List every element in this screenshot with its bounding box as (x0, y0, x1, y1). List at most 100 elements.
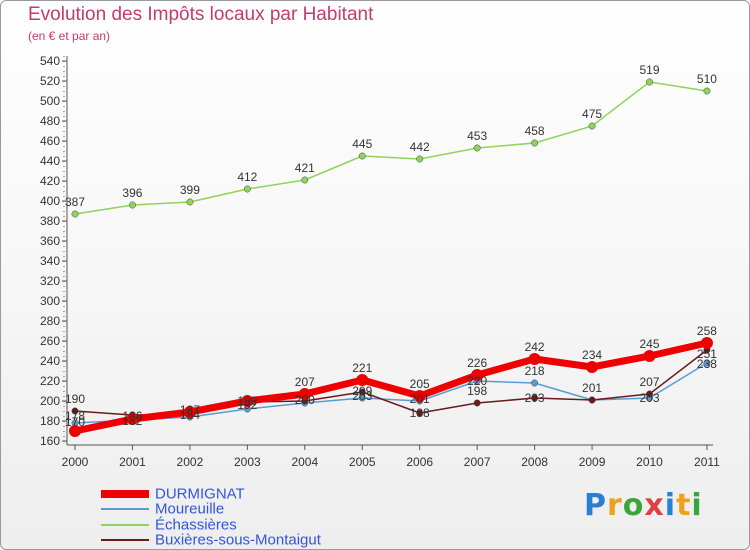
data-label: 220 (467, 374, 487, 388)
y-tick-label: 400 (40, 194, 60, 208)
data-label: 475 (582, 107, 602, 121)
data-point (588, 122, 596, 130)
y-tick-label: 180 (40, 414, 60, 428)
x-tick-label: 2010 (636, 455, 663, 469)
data-point (531, 379, 539, 387)
x-tick-label: 2003 (234, 455, 261, 469)
legend-label: Moureuille (155, 500, 225, 518)
chart-subtitle: (en € et par an) (28, 29, 111, 43)
logo-letter: x (644, 488, 665, 523)
data-label: 199 (237, 394, 257, 408)
logo-letter: r (607, 488, 623, 523)
y-tick-label: 380 (40, 214, 60, 228)
data-label: 218 (525, 364, 545, 378)
data-point (473, 144, 481, 152)
x-tick-label: 2009 (579, 455, 606, 469)
x-tick-label: 2011 (694, 455, 720, 469)
legend-item-durmignat: DURMIGNAT (101, 485, 245, 503)
data-label: 186 (122, 409, 142, 423)
y-tick-label: 200 (40, 394, 60, 408)
data-label: 453 (467, 129, 487, 143)
data-label: 234 (582, 348, 602, 362)
data-point (71, 210, 79, 218)
y-tick-label: 280 (40, 314, 60, 328)
y-tick-label: 440 (40, 154, 60, 168)
legend-item-echassieres: Échassières (101, 516, 237, 534)
data-point (588, 396, 596, 404)
data-label: 192 (237, 398, 257, 412)
logo-letter: t (676, 488, 692, 523)
data-point (531, 394, 539, 402)
legend-label: Buxières-sous-Montaigut (155, 531, 321, 549)
data-label: 200 (295, 393, 315, 407)
data-label: 209 (352, 384, 372, 398)
data-label: 458 (525, 124, 545, 138)
data-point (473, 399, 481, 407)
data-point (586, 361, 599, 373)
data-label: 510 (697, 72, 717, 86)
data-label: 412 (237, 170, 257, 184)
data-label: 251 (697, 347, 717, 361)
data-label: 187 (180, 403, 200, 417)
data-point (69, 425, 81, 437)
data-label: 421 (295, 161, 315, 175)
x-tick-label: 2006 (406, 455, 433, 469)
data-point (643, 350, 656, 362)
x-tick-label: 2008 (521, 455, 548, 469)
legend-item-buxieres: Buxières-sous-Montaigut (101, 531, 321, 549)
y-tick-label: 420 (40, 174, 60, 188)
data-point (703, 87, 711, 95)
data-point (241, 395, 254, 407)
data-label: 207 (295, 375, 315, 389)
data-point (471, 369, 484, 381)
data-point (298, 388, 311, 400)
data-point (183, 406, 196, 418)
y-tick-label: 480 (40, 114, 60, 128)
data-point (531, 139, 539, 147)
data-label: 207 (639, 375, 659, 389)
y-tick-label: 520 (40, 74, 60, 88)
data-point (186, 198, 194, 206)
data-point (358, 388, 366, 396)
data-label: 182 (122, 414, 142, 428)
legend-label: Échassières (155, 516, 237, 534)
y-tick-label: 500 (40, 94, 60, 108)
data-label: 203 (352, 389, 372, 403)
legend-item-moureuille: Moureuille (101, 500, 224, 518)
data-point (358, 152, 366, 160)
series-line-durmignat (74, 339, 708, 435)
y-tick-label: 260 (40, 334, 60, 348)
logo-letter: i (664, 488, 677, 523)
data-point (528, 353, 541, 365)
data-label: 242 (525, 340, 545, 354)
data-point (416, 409, 424, 417)
data-label: 238 (697, 357, 717, 371)
data-label: 226 (467, 356, 487, 370)
data-label: 245 (639, 337, 659, 351)
data-point (646, 390, 653, 398)
y-tick-label: 460 (40, 134, 60, 148)
logo-letter: i (691, 488, 703, 523)
data-point (129, 201, 136, 209)
data-point (71, 407, 79, 415)
data-label: 198 (467, 384, 487, 398)
x-tick-label: 2002 (177, 455, 204, 469)
data-label: 258 (697, 324, 717, 338)
y-tick-label: 340 (40, 254, 60, 268)
data-label: 442 (410, 140, 430, 154)
y-tick-label: 320 (40, 274, 60, 288)
legend-label: DURMIGNAT (155, 485, 245, 503)
data-label: 205 (410, 377, 430, 391)
data-label: 203 (525, 391, 545, 405)
data-label: 396 (122, 186, 142, 200)
legend-swatch (101, 508, 149, 511)
data-label: 519 (639, 63, 659, 77)
data-label: 188 (410, 406, 430, 420)
data-point (356, 374, 369, 386)
logo-letter: o (622, 488, 645, 523)
legend-swatch (101, 524, 149, 527)
data-label: 201 (410, 392, 430, 406)
y-tick-label: 300 (40, 294, 60, 308)
